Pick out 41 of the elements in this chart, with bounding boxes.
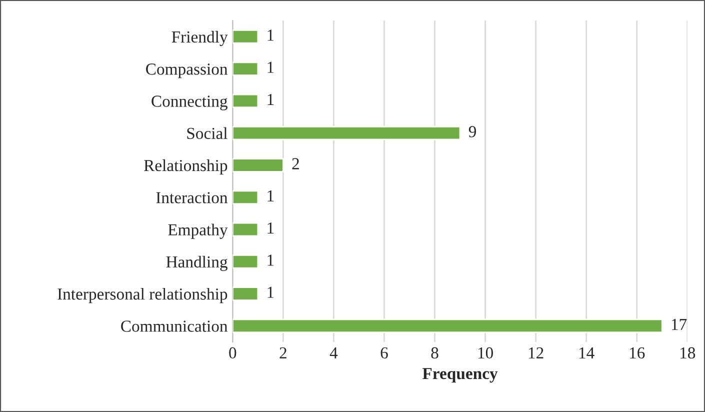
data-label: 9 (468, 126, 476, 138)
x-tick-label: 18 (680, 347, 696, 359)
bar (232, 126, 461, 140)
data-label: 1 (268, 62, 274, 73)
bar (232, 94, 259, 108)
y-tick-label: Interpersonal relationship (58, 288, 228, 304)
x-axis-title: Frequency (422, 368, 498, 383)
y-tick-label: Compassion (146, 64, 228, 78)
x-tick-label: 4 (330, 347, 338, 358)
bar (232, 254, 259, 269)
data-label: 17 (672, 318, 687, 330)
y-tick-label: Handling (166, 256, 228, 271)
data-label: 2 (292, 158, 299, 170)
y-tick-label: Interaction (156, 192, 228, 204)
bar (232, 190, 259, 204)
bar (232, 286, 259, 301)
x-tick-label: 8 (431, 347, 438, 359)
y-tick-label: Social (187, 127, 228, 140)
data-label: 1 (268, 286, 274, 298)
y-tick-label: Friendly (172, 30, 228, 46)
x-tick-label: 14 (579, 347, 594, 358)
data-label: 1 (268, 254, 274, 266)
data-label: 1 (268, 222, 274, 234)
y-tick-label: Communication (121, 320, 228, 332)
x-tick-label: 2 (280, 347, 286, 358)
y-tick-label: Empathy (168, 224, 228, 239)
x-tick-label: 0 (229, 347, 236, 359)
bar (232, 30, 259, 44)
x-tick-label: 16 (630, 347, 645, 359)
x-tick-label: 6 (380, 347, 388, 359)
y-tick-label: Relationship (144, 159, 228, 175)
x-tick-label: 12 (528, 347, 544, 358)
data-label: 1 (268, 94, 274, 105)
x-tick-label: 10 (478, 347, 493, 359)
bar (232, 158, 284, 172)
data-label: 1 (268, 30, 274, 41)
bar (232, 318, 663, 334)
data-label: 1 (268, 190, 274, 202)
bar (232, 62, 259, 76)
y-tick-label: Connecting (152, 96, 228, 110)
bar (232, 222, 259, 237)
